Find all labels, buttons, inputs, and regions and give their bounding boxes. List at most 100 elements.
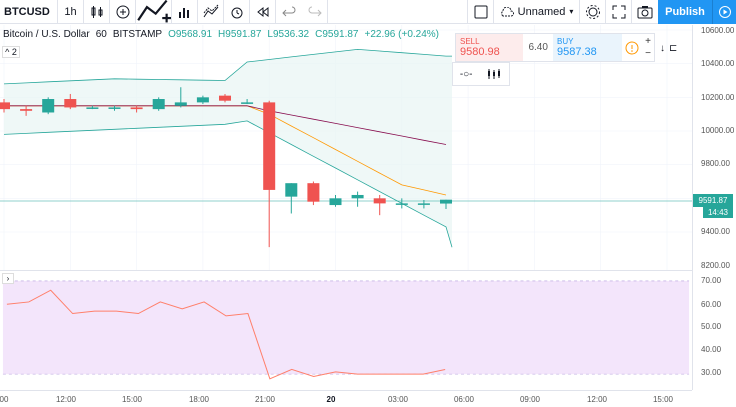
buy-button[interactable]: BUY 9587.38 [553,34,623,61]
time-tick: 03:00 [387,395,409,404]
candle-body [373,198,386,204]
legend-open: O9568.91 [168,29,213,40]
layout-name-label: Unnamed [517,5,566,18]
legend-low: L9536.32 [267,29,310,40]
interval-button[interactable]: 1h [58,0,84,24]
candles-mini-icon[interactable] [486,68,502,80]
cloud-icon [500,6,514,16]
candle-body [196,97,209,103]
alert-clock-icon[interactable] [224,0,250,24]
price-tick: 10200.00 [701,93,735,102]
play-icon[interactable] [712,0,736,24]
legend-title: Bitcoin / U.S. Dollar [3,29,90,40]
sell-price: 9580.98 [460,46,500,58]
rsi-collapse-button[interactable]: › [2,273,14,284]
candle-style-icon[interactable] [84,0,110,24]
sell-label: SELL [460,37,480,46]
symbol-search-button[interactable]: BTCUSD [0,0,58,24]
legend-collapse-button[interactable]: ^ 2 [2,46,20,58]
templates-icon[interactable] [198,0,224,24]
candle-body [130,107,143,110]
bollinger-band-fill [4,49,452,248]
price-tick: 10000.00 [701,126,735,135]
plus-icon[interactable]: + [645,35,651,47]
price-tick: 9400.00 [701,227,730,236]
rsi-tick: 60.00 [701,300,722,309]
candle-body [174,102,187,106]
rsi-tick: 70.00 [701,276,722,285]
buy-price: 9587.38 [557,46,597,58]
candle-body [0,102,10,110]
candle-body [42,99,55,113]
candle-body [152,99,165,110]
rsi-tick: 50.00 [701,322,722,331]
legend-exchange: BITSTAMP [112,29,163,40]
candle-body [351,194,364,199]
rsi-tick: 30.00 [701,368,722,377]
time-tick: 18:00 [188,395,210,404]
select-layout-icon[interactable] [468,0,494,24]
arrow-down-icon[interactable]: ↓ [660,43,665,54]
replay-icon[interactable] [250,0,276,24]
redo-icon[interactable] [302,0,328,24]
time-tick: 12:00 [586,395,608,404]
legend-close: C9591.87 [315,29,359,40]
camera-icon[interactable] [632,0,658,24]
time-tick: 06:00 [453,395,475,404]
candle-body [64,99,77,108]
candle-body [86,107,99,109]
chevron-right-icon: › [6,274,10,283]
candle-body [108,107,121,109]
price-tick: 9800.00 [701,159,730,168]
time-tick: 00 [0,395,9,404]
candles [0,87,452,248]
rsi-tick: 40.00 [701,345,722,354]
add-compare-icon[interactable] [110,0,136,24]
undo-icon[interactable] [276,0,302,24]
buy-sell-widget: SELL 9580.98 6.40 BUY 9587.38 + − [455,33,655,62]
time-tick: 12:00 [55,395,77,404]
rsi-band-fill [2,280,690,375]
order-qty-stepper[interactable]: + − [642,34,654,61]
minus-icon[interactable]: − [645,47,651,59]
candle-body [417,203,430,205]
time-axis[interactable]: 00 12:00 15:00 18:00 21:00 20 03:00 06:0… [0,390,692,407]
time-tick: 15:00 [652,395,674,404]
time-tick: 21:00 [254,395,276,404]
price-tick: 10400.00 [701,59,735,68]
candle-body [329,198,342,206]
time-tick: 20 [326,395,336,404]
indicator-tools: -○- [452,62,510,86]
price-tick: 8200.00 [701,261,730,270]
time-tick: 09:00 [519,395,541,404]
legend-collapse-count: 2 [11,47,17,57]
collapse-icon[interactable]: ⊏ [669,43,678,54]
horizontal-line-icon[interactable]: -○- [459,68,473,80]
fullscreen-icon[interactable] [606,0,632,24]
layout-name-button[interactable]: Unnamed ▾ [494,0,580,24]
top-toolbar: BTCUSD 1h Unnamed ▾ Publish [0,0,736,24]
candle-body [241,102,254,104]
spread-value: 6.40 [528,42,548,53]
publish-button[interactable]: Publish [658,0,712,24]
rsi-pane[interactable] [0,270,692,388]
info-icon[interactable] [622,34,642,61]
indicators-icon[interactable] [136,0,172,24]
ma-slow-line [4,105,447,145]
bollinger-lower-band [3,120,453,248]
candle-body [263,102,276,190]
legend-interval: 60 [95,29,107,40]
gear-icon[interactable] [580,0,606,24]
rsi-line [6,289,446,380]
candle-body [307,183,320,202]
price-tick: 10600.00 [701,26,735,35]
sell-button[interactable]: SELL 9580.98 [456,34,524,61]
price-axis[interactable]: 10600.00 10400.00 10200.00 10000.00 9800… [692,25,736,390]
candle-body [395,203,408,205]
candle-body [440,199,452,204]
price-chart[interactable] [0,25,692,270]
chart-legend: Bitcoin / U.S. Dollar 60 BITSTAMP O9568.… [3,29,439,40]
last-price-label: 9591.87 [693,194,733,207]
toolbar-spacer [328,0,468,24]
financials-icon[interactable] [172,0,198,24]
